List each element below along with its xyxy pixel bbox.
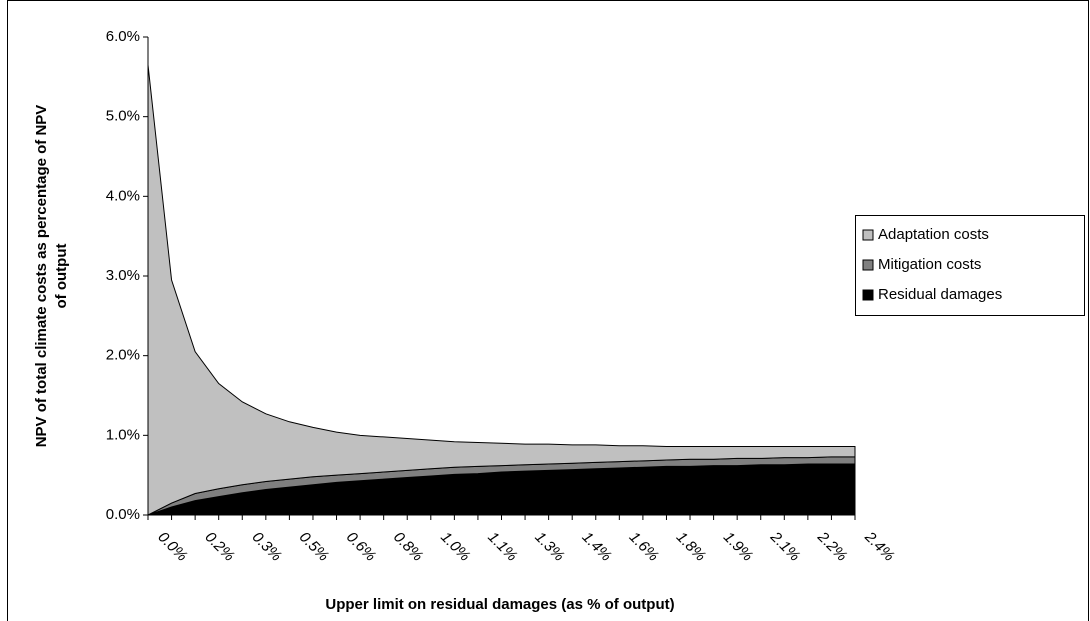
- legend-label: Adaptation costs: [878, 226, 989, 243]
- y-axis-title-line: of output: [53, 244, 70, 309]
- y-tick-label: 1.0%: [106, 426, 140, 443]
- legend-swatch: [862, 259, 874, 271]
- legend-label: Residual damages: [878, 286, 1002, 303]
- y-tick-label: 2.0%: [106, 347, 140, 364]
- x-tick-label: 1.4%: [579, 529, 615, 565]
- legend-box: [855, 215, 1085, 316]
- y-axis-title: NPV of total climate costs as percentage…: [33, 105, 70, 448]
- y-tick-label: 4.0%: [106, 187, 140, 204]
- x-tick-label: 0.3%: [249, 529, 285, 565]
- x-tick-label: 0.8%: [390, 529, 426, 565]
- x-tick-label: 1.3%: [531, 529, 567, 565]
- x-tick-label: 1.1%: [484, 529, 520, 565]
- x-tick-label: 0.5%: [296, 529, 332, 565]
- x-tick-label: 1.0%: [437, 529, 473, 565]
- y-tick-label: 0.0%: [106, 506, 140, 523]
- x-tick-label: 0.0%: [154, 529, 190, 565]
- x-tick-label: 2.2%: [814, 528, 851, 565]
- x-tick-label: 2.1%: [766, 528, 803, 565]
- legend-swatch: [862, 289, 874, 301]
- area: [147, 64, 856, 516]
- y-tick-label: 3.0%: [106, 267, 140, 284]
- x-tick-label: 1.6%: [626, 529, 662, 565]
- x-tick-label: 1.8%: [673, 529, 709, 565]
- x-axis-title: Upper limit on residual damages (as % of…: [325, 596, 674, 613]
- x-tick-label: 0.6%: [343, 529, 379, 565]
- x-tick-label: 1.9%: [720, 529, 756, 565]
- legend-label: Mitigation costs: [878, 256, 981, 273]
- y-tick-label: 5.0%: [106, 108, 140, 125]
- x-tick-label: 2.4%: [861, 528, 898, 565]
- x-tick-label: 0.2%: [201, 529, 237, 565]
- chart-border: [7, 0, 1089, 621]
- legend-swatch: [862, 229, 874, 241]
- y-tick-label: 6.0%: [106, 28, 140, 45]
- y-axis-title-line: NPV of total climate costs as percentage…: [33, 105, 50, 448]
